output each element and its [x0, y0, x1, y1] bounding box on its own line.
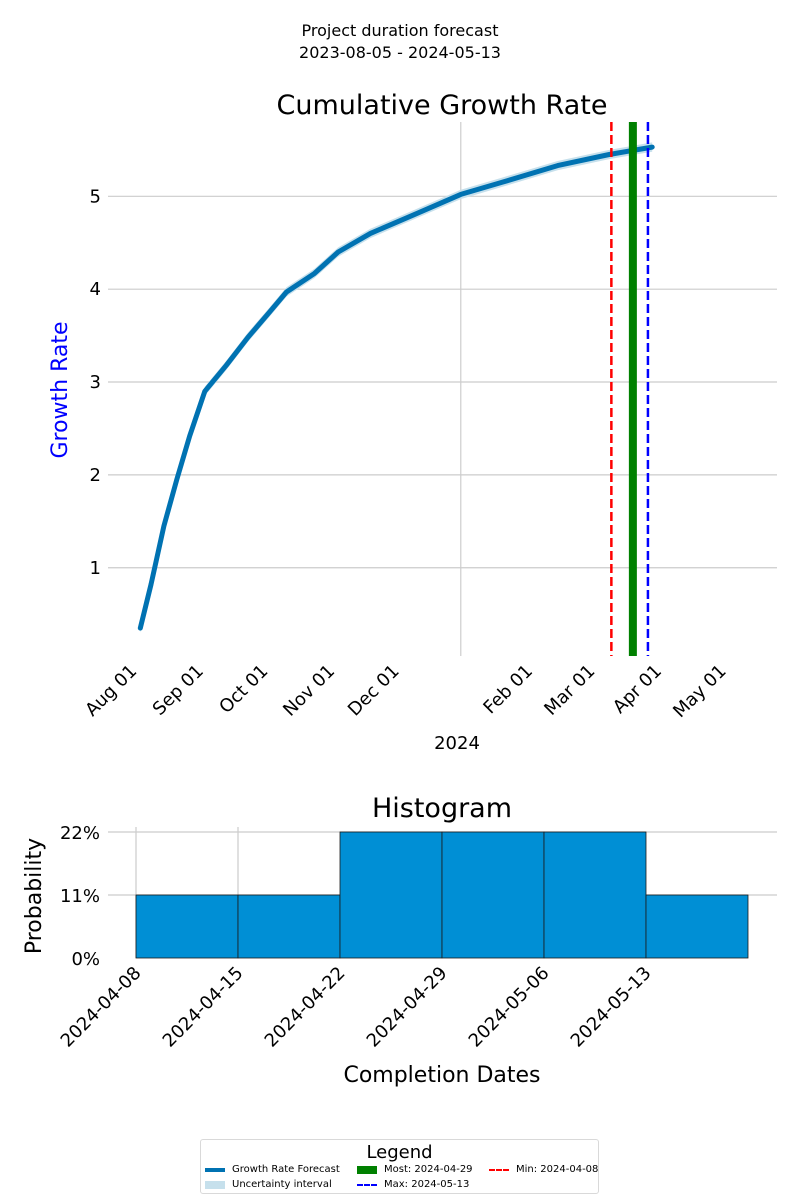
histogram-bar [237, 894, 341, 959]
legend-label: Max: 2024-05-13 [384, 1179, 470, 1190]
suptitle-line-1: Project duration forecast [301, 21, 499, 40]
y-tick-label: 5 [90, 186, 101, 207]
line-chart-grid [108, 122, 777, 656]
histogram-bar [441, 831, 545, 959]
suptitle-line-2: 2023-08-05 - 2024-05-13 [299, 43, 501, 62]
legend-item: Max: 2024-05-13 [357, 1179, 469, 1190]
x-tick-label: 2024-04-22 [261, 963, 350, 1052]
y-tick-label: 11% [60, 886, 100, 907]
legend-swatch [357, 1165, 377, 1174]
y-tick-label: 1 [90, 558, 101, 579]
x-tick-label: 2024-04-15 [159, 963, 248, 1052]
x-tick-label: 2024-04-29 [363, 963, 452, 1052]
legend-item: Growth Rate Forecast [205, 1164, 340, 1175]
y-tick-label: 3 [90, 372, 101, 393]
legend-item: Min: 2024-04-08 [489, 1164, 598, 1175]
legend-label: Growth Rate Forecast [232, 1164, 340, 1175]
y-tick-label: 0% [71, 949, 100, 970]
figure-suptitle: Project duration forecast 2023-08-05 - 2… [0, 20, 800, 64]
growth-rate-line [137, 144, 655, 631]
x-tick-label: 2024-04-08 [57, 963, 146, 1052]
histogram-x-ticks: 2024-04-08 2024-04-15 2024-04-22 2024-04-29… [57, 963, 656, 1052]
legend-label: Min: 2024-04-08 [516, 1164, 599, 1175]
x-tick-label: 2024-05-06 [465, 963, 554, 1052]
legend-item: Uncertainty interval [205, 1179, 332, 1190]
legend-swatch [357, 1183, 377, 1186]
histogram-bar [645, 894, 749, 959]
histogram-bar [339, 831, 443, 959]
histogram-bar [543, 831, 647, 959]
histogram-xlabel: Completion Dates [343, 1063, 540, 1088]
line-chart-xlabel: 2024 [434, 733, 480, 754]
legend-label: Uncertainty interval [232, 1179, 332, 1190]
histogram-bar [135, 894, 239, 959]
legend-label: Most: 2024-04-29 [384, 1164, 473, 1175]
histogram-y-ticks: 0% 11% 22% [60, 823, 100, 970]
legend: Legend Growth Rate Forecast Uncertainty i… [200, 1139, 599, 1194]
y-tick-label: 2 [90, 465, 101, 486]
histogram-title: Histogram [372, 793, 512, 824]
line-chart-y-ticks: 1 2 3 4 5 [90, 186, 101, 578]
y-tick-label: 4 [90, 279, 101, 300]
growth-rate-forecast-line [137, 144, 655, 631]
forecast-markers [610, 122, 650, 656]
histogram-ylabel: Probability [22, 838, 47, 954]
line-chart: Cumulative Growth Rate Growth Rate 2024 … [48, 90, 777, 754]
histogram-chart: Histogram Probability Completion Dates 0… [22, 793, 777, 1088]
legend-swatch [489, 1168, 509, 1171]
x-tick-label: 2024-05-13 [567, 963, 656, 1052]
legend-title: Legend [366, 1142, 433, 1163]
legend-swatch [205, 1167, 225, 1172]
line-chart-title: Cumulative Growth Rate [277, 90, 608, 121]
legend-item: Most: 2024-04-29 [357, 1164, 473, 1175]
legend-swatch [205, 1180, 225, 1189]
histogram-bars [135, 831, 749, 959]
line-chart-ylabel: Growth Rate [48, 321, 73, 458]
y-tick-label: 22% [60, 823, 100, 844]
